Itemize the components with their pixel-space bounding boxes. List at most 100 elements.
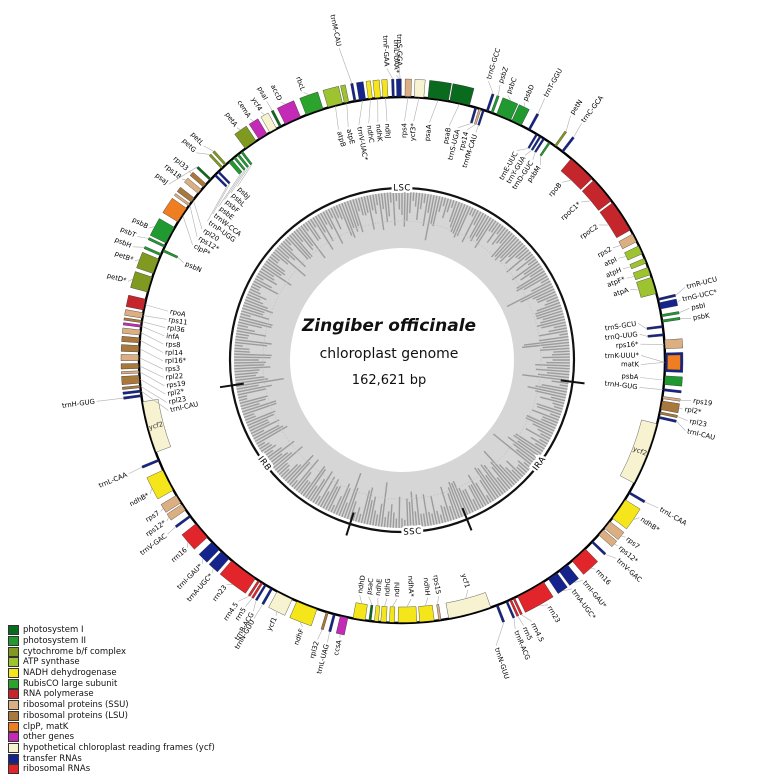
gc-bar [265,446,282,460]
gene-ndhB* [612,499,641,530]
gc-bar [239,395,269,405]
gene-label-petB*: petB* [114,250,135,264]
gene-atpA [636,277,657,298]
gene-trnI-CAU [658,416,677,423]
gc-bar [475,482,490,505]
leader-rpl23 [140,386,167,403]
leader-trnR-ACG [513,618,516,630]
gc-bar [531,280,551,292]
gc-bar [341,202,356,238]
gene-label-petA: petA [223,111,239,129]
gene-ndhH [418,604,435,623]
gc-bar [314,215,326,233]
gc-bar [234,361,266,364]
gene-rpl22 [120,363,139,370]
gene-rpl36 [123,317,142,323]
gene-rpoB [560,158,593,190]
gene-label-rpl2*: rpl2* [684,405,702,416]
gc-bar [531,409,560,421]
gene-petN [554,130,567,147]
gc-bar [319,212,328,225]
gene-trnR-UCU [657,293,676,301]
gene-label-petN: petN [568,98,584,116]
gene-label-ndhK: ndhK [374,124,384,143]
leader-trnM-CAU [338,48,352,84]
leader-psaI [266,101,273,111]
gene-label-psaJ: psaJ [154,171,170,186]
gene-label-trnV-GAC: trnV-GAC [615,557,643,584]
gc-bar [238,321,263,329]
gc-bar [553,324,567,329]
gc-bar [452,203,466,234]
gc-bar [420,513,424,527]
gc-bar [448,481,463,518]
gene-label-trnH-GUG: trnH-GUG [604,379,638,391]
leader-psaC [368,596,373,605]
gene-label-rps3: rps3 [165,365,180,374]
gene-ndhJ [381,79,389,98]
gene-label-atpE: atpE [345,128,356,145]
gene-rpoC1* [581,180,612,211]
gene-trnQ-UUG [647,333,664,338]
gc-bar [298,227,314,247]
gc-bar [322,211,334,230]
gc-bar [506,283,553,308]
gc-bar [319,491,330,508]
gene-label-petD*: petD* [106,272,128,285]
gene-psaB [449,83,475,106]
gc-bar [468,207,474,216]
gene-label-atpI: atpI [603,255,618,268]
gc-bar [234,371,258,376]
gc-bar [496,225,504,235]
leader-trnN-GUU [253,604,263,619]
gc-bar [439,514,444,524]
gc-bar [443,506,449,522]
gene-psbM [539,141,551,157]
gc-bar [416,192,421,221]
gc-bar [254,277,273,289]
leader-trnH-GUG [639,387,663,391]
gene-label-psbD: psbD [521,83,536,102]
gc-bar [314,495,321,505]
gene-label-trnL-CAA: trnL-CAA [98,471,129,490]
leader-rps12* [614,544,619,547]
gc-bar [494,234,515,258]
gc-bar [325,209,344,244]
gc-bar [536,318,566,328]
gc-bar [547,366,570,370]
gc-bar [257,272,278,286]
leader-psbT [137,236,149,239]
leader-matK [640,361,665,365]
gene-label-accD: accD [269,83,283,102]
gene-trnN-GUU [261,588,273,605]
legend-swatch [8,625,19,636]
leader-rpoB [561,180,571,183]
gc-bar [238,318,272,329]
gene-rpl33 [189,171,207,188]
legend-item-atp: ATP synthase [8,657,215,668]
legend-label: ribosomal proteins (SSU) [23,700,129,711]
gc-bar [526,414,556,429]
gene-psbH [143,246,162,256]
gc-bar [537,293,557,304]
gene-label-rps19: rps19 [693,397,713,408]
gc-bar [242,400,277,413]
gc-bar [428,511,432,526]
gene-label-rpl2*: rpl2* [167,387,185,397]
legend-swatch [8,710,19,721]
gc-bar [333,495,342,514]
gc-bar [448,505,455,520]
gc-bar [541,383,568,390]
leader-rps7 [160,508,164,512]
region-label-SSC: SSC [403,527,422,538]
gc-bar [375,193,379,206]
gc-bar [527,386,567,396]
gene-ndhF [289,601,318,627]
gc-bar [542,344,570,349]
leader-trnS-UGA [458,123,472,128]
gc-bar [516,272,547,292]
gene-label-trnN-GUU: trnN-GUU [493,647,511,681]
gene-rpl2* [660,400,680,414]
gene-label-psbA: psbA [621,372,639,381]
gc-bar [541,418,557,427]
